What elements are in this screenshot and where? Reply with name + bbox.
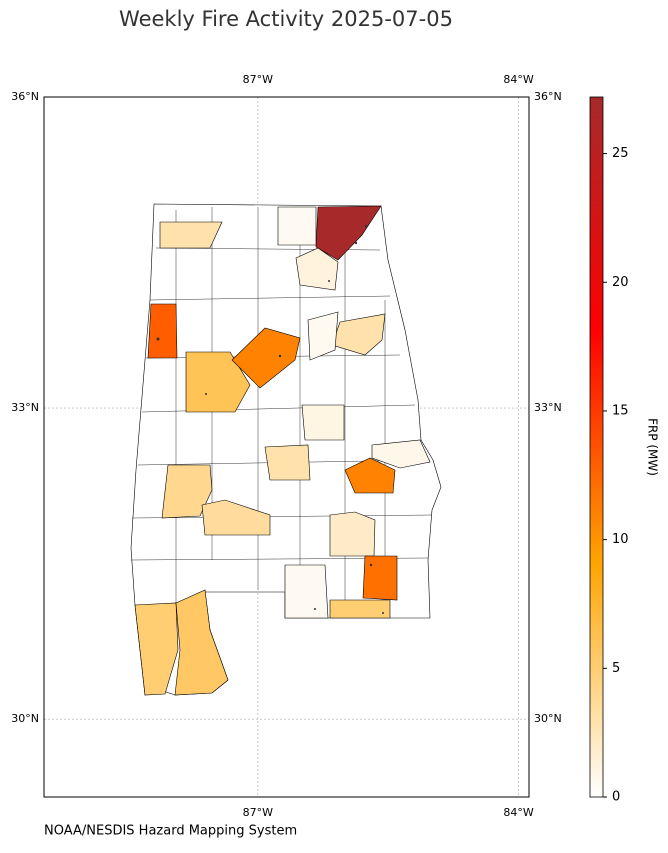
colorbar-tick-label: 20	[612, 275, 629, 290]
credit: NOAA/NESDIS Hazard Mapping System	[44, 824, 297, 839]
county-fill	[307, 311, 339, 361]
county-fill	[264, 444, 311, 481]
y-tick-label: 33°N	[11, 401, 39, 414]
y-tick-label: 33°N	[534, 401, 562, 414]
county-fill	[362, 555, 398, 601]
x-tick-label: 84°W	[503, 73, 533, 86]
county-fill	[284, 564, 329, 619]
county-fill	[185, 351, 251, 413]
y-tick-label: 30°N	[11, 712, 39, 725]
fire-points	[156, 224, 384, 614]
colorbar-tick-label: 0	[612, 790, 620, 805]
colorbar-label: FRP (MW)	[646, 418, 660, 476]
y-tick-label: 36°N	[11, 90, 39, 103]
county-fill	[201, 499, 271, 536]
county-fill	[371, 439, 431, 469]
county-fill	[161, 464, 213, 519]
colorbar	[589, 96, 604, 798]
colorbar-tick-label: 25	[612, 146, 629, 161]
x-tick-label: 84°W	[503, 806, 533, 819]
map-frame	[43, 96, 530, 798]
y-tick-label: 30°N	[534, 712, 562, 725]
county-fill	[159, 221, 223, 249]
county-fill	[315, 205, 382, 261]
colorbar-tick-label: 10	[612, 532, 629, 547]
colorbar-tick-label: 15	[612, 403, 629, 418]
colorbar-tick-label: 5	[612, 661, 620, 676]
x-tick-label: 87°W	[243, 806, 273, 819]
x-tick-label: 87°W	[243, 73, 273, 86]
county-fill	[147, 303, 178, 359]
county-fill	[277, 206, 317, 246]
county-fill	[295, 247, 339, 291]
county-fill	[301, 404, 345, 441]
title: Weekly Fire Activity 2025-07-05	[119, 7, 453, 31]
county-fill	[344, 457, 396, 494]
y-tick-label: 36°N	[534, 90, 562, 103]
county-fill	[329, 511, 376, 557]
county-fill	[329, 599, 391, 619]
county-fill	[174, 589, 229, 696]
county-fill	[231, 327, 301, 389]
